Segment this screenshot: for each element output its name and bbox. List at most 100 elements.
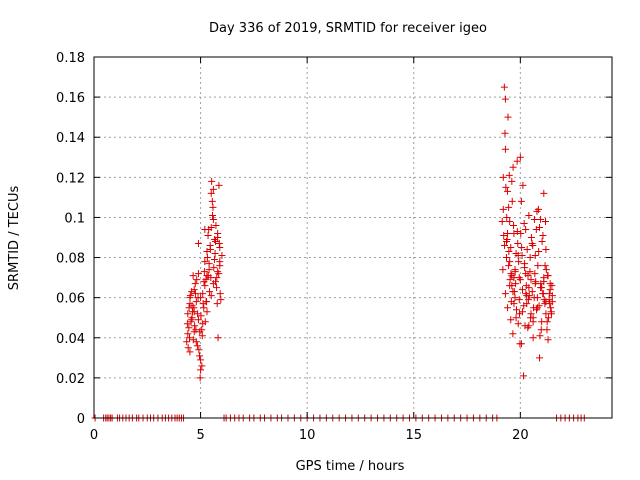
data-point [507, 316, 515, 324]
data-point [507, 244, 515, 252]
data-point [537, 326, 545, 334]
data-point [217, 296, 225, 304]
data-point [545, 290, 553, 298]
data-point [201, 282, 209, 290]
data-point [184, 344, 192, 352]
data-point [501, 145, 509, 153]
data-point [186, 300, 194, 308]
data-point [501, 242, 509, 250]
data-point [505, 262, 513, 270]
data-point [192, 326, 200, 334]
data-point [508, 282, 516, 290]
data-point [209, 215, 217, 223]
data-point [536, 223, 544, 231]
data-point [502, 254, 510, 262]
data-point [190, 308, 198, 316]
data-point [547, 304, 555, 312]
data-point [183, 338, 191, 346]
data-point [538, 238, 546, 246]
data-point [209, 280, 217, 288]
data-point [536, 332, 544, 340]
data-point [185, 304, 193, 312]
data-point [512, 250, 520, 258]
data-point [201, 225, 209, 233]
data-point [201, 258, 209, 266]
data-point [511, 268, 519, 276]
data-point [205, 266, 213, 274]
data-point [533, 207, 541, 215]
data-point [504, 304, 512, 312]
data-point [510, 221, 518, 229]
data-point [194, 270, 202, 278]
data-point [216, 258, 224, 266]
data-point [520, 219, 528, 227]
data-point [512, 280, 520, 288]
data-point [214, 268, 222, 276]
data-point [537, 215, 545, 223]
data-point [542, 266, 550, 274]
y-tick-label: 0.12 [56, 171, 85, 186]
data-point [523, 246, 531, 254]
data-point [526, 268, 534, 276]
data-point [203, 308, 211, 316]
data-point [204, 231, 212, 239]
data-point [196, 352, 204, 360]
data-point [208, 197, 216, 205]
data-point [196, 328, 204, 336]
data-point [527, 276, 535, 284]
data-point [513, 157, 521, 165]
data-point [501, 129, 509, 137]
data-point [526, 254, 534, 262]
data-point [541, 262, 549, 270]
data-point [513, 227, 521, 235]
y-tick-label: 0.04 [56, 332, 85, 347]
data-point [186, 334, 193, 342]
data-point [520, 372, 528, 380]
data-point [525, 211, 533, 219]
data-point [499, 205, 507, 213]
data-point [530, 215, 538, 223]
data-point [205, 260, 213, 268]
data-point [193, 342, 201, 350]
data-point [539, 290, 547, 298]
data-point [513, 306, 520, 314]
x-tick-label: 20 [512, 428, 529, 443]
data-point [504, 229, 512, 237]
data-point [507, 270, 515, 278]
data-point [503, 236, 511, 244]
data-point [213, 274, 221, 282]
data-point [183, 320, 191, 328]
axis-ticks: 0 0.02 0.04 0.06 0.08 0.1 0.12 0.14 0.16 0.18 0 5 10… [56, 51, 612, 443]
y-axis-title: SRMTID / TECUs [7, 186, 22, 291]
data-point [537, 284, 545, 292]
data-point [191, 280, 199, 288]
data-point [542, 246, 550, 254]
data-point [200, 304, 208, 312]
data-point [522, 282, 530, 290]
data-point [188, 288, 196, 296]
data-point [209, 203, 217, 211]
y-tick-label: 0 [77, 412, 85, 427]
data-point [514, 240, 522, 248]
data-point [197, 294, 205, 302]
data-point [499, 173, 507, 181]
data-point [195, 346, 203, 354]
data-point [504, 113, 512, 121]
data-point [213, 300, 221, 308]
data-point [533, 294, 541, 302]
data-point [508, 197, 516, 205]
data-point [512, 314, 520, 322]
data-point [185, 324, 193, 332]
data-point [196, 374, 204, 382]
data-point [518, 244, 526, 252]
data-point [502, 183, 510, 191]
data-point [194, 316, 202, 324]
data-point [186, 292, 194, 300]
data-point [504, 187, 512, 195]
data-point [535, 248, 543, 256]
data-point [517, 197, 525, 205]
data-point [518, 286, 526, 294]
data-point [206, 288, 214, 296]
data-point [546, 286, 554, 294]
